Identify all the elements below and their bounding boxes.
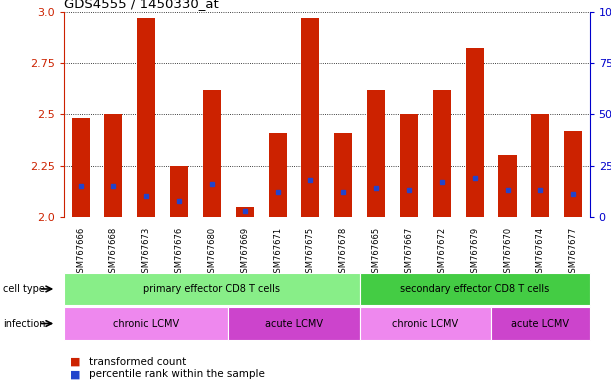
- Text: primary effector CD8 T cells: primary effector CD8 T cells: [144, 284, 280, 294]
- Text: acute LCMV: acute LCMV: [265, 318, 323, 329]
- Text: acute LCMV: acute LCMV: [511, 318, 569, 329]
- Text: infection: infection: [3, 318, 46, 329]
- Bar: [236, 207, 254, 217]
- Text: cell type: cell type: [3, 284, 45, 294]
- Bar: [367, 89, 385, 217]
- Bar: [433, 89, 451, 217]
- Bar: [466, 48, 484, 217]
- Text: chronic LCMV: chronic LCMV: [392, 318, 458, 329]
- Bar: [301, 18, 320, 217]
- Bar: [203, 89, 221, 217]
- Bar: [532, 114, 549, 217]
- Bar: [564, 131, 582, 217]
- Text: GDS4555 / 1450330_at: GDS4555 / 1450330_at: [64, 0, 219, 10]
- Text: chronic LCMV: chronic LCMV: [113, 318, 179, 329]
- Bar: [137, 18, 155, 217]
- Bar: [269, 133, 287, 217]
- Text: ■: ■: [70, 357, 81, 367]
- Text: secondary effector CD8 T cells: secondary effector CD8 T cells: [400, 284, 549, 294]
- Bar: [499, 156, 516, 217]
- Text: transformed count: transformed count: [89, 357, 186, 367]
- Text: percentile rank within the sample: percentile rank within the sample: [89, 369, 265, 379]
- Bar: [71, 118, 90, 217]
- Bar: [170, 166, 188, 217]
- Text: ■: ■: [70, 369, 81, 379]
- Bar: [400, 114, 418, 217]
- Bar: [334, 133, 353, 217]
- Bar: [104, 114, 122, 217]
